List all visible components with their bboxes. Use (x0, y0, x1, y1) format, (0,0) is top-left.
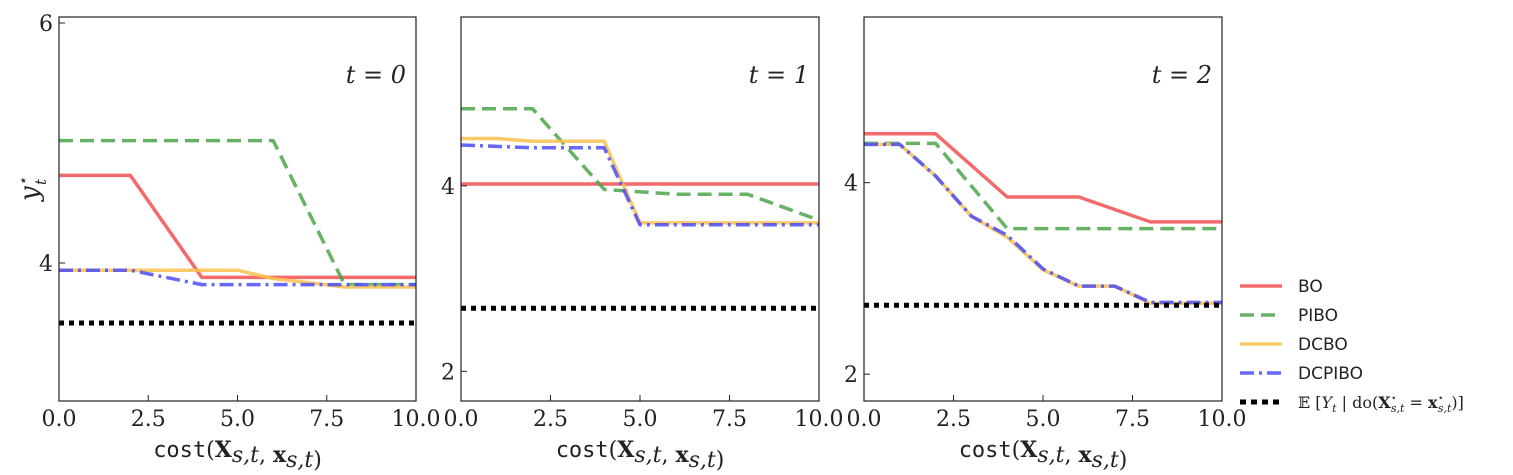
x-tick-label: 7.5 (309, 407, 344, 432)
series-dcbo-line (864, 142, 1222, 306)
series-dcpibo-line (864, 142, 1222, 305)
series-bo-line (59, 173, 416, 280)
series-dcbo-line (461, 136, 819, 225)
series-pibo-line (864, 141, 1222, 231)
series-dcpibo-line (461, 143, 819, 227)
panel-1: 0.0 2.5 5.0 7.5 10.0 2 4 t = 1 cost(Xs,t, xs,t) (441, 16, 844, 473)
x-tick-label: 10.0 (392, 407, 441, 432)
x-tick-label: 5.0 (1026, 407, 1061, 432)
legend: BO PIBO DCBO DCPIBO 𝔼 [Yt | do(X⋆ s,t = x⋆ s,t… (1240, 277, 1464, 415)
series-pibo-line (59, 138, 416, 287)
x-tick-label: 5.0 (220, 407, 255, 432)
panel-2: 0.0 2.5 5.0 7.5 10.0 2 4 t = 2 cost(Xs,t, xs,t) (844, 16, 1247, 473)
panel-time-label: t = 2 (1152, 61, 1212, 89)
y-tick-label: 2 (441, 360, 455, 385)
panel-0: 0.0 2.5 5.0 7.5 10.0 4 6 t = 0 cost(Xs,t, xs,t) y… (14, 12, 440, 473)
x-tick-label: 5.0 (623, 407, 658, 432)
x-tick-label: 7.5 (712, 407, 747, 432)
legend-label-bo: BO (1298, 277, 1323, 297)
x-tick-label: 2.5 (936, 407, 971, 432)
y-tick-label: 2 (844, 363, 858, 388)
legend-label-dcbo: DCBO (1298, 335, 1348, 355)
y-tick-label: 4 (39, 252, 53, 277)
x-tick-label: 10.0 (795, 407, 844, 432)
legend-label-pibo: PIBO (1298, 306, 1338, 326)
x-tick-label: 7.5 (1115, 407, 1150, 432)
x-tick-label: 0.0 (42, 407, 77, 432)
x-tick-label: 2.5 (533, 407, 568, 432)
series-dcpibo-line (59, 268, 416, 287)
x-axis-label: cost(Xs,t, xs,t) (153, 437, 322, 473)
panel-time-label: t = 0 (346, 61, 406, 89)
x-axis-label: cost(Xs,t, xs,t) (556, 437, 725, 473)
legend-label-dcpibo: DCPIBO (1298, 364, 1363, 384)
y-tick-label: 4 (844, 172, 858, 197)
series-bo-line (864, 132, 1222, 224)
legend-label-target: 𝔼 [Yt | do(X⋆ s,t = x⋆ s,t)] (1298, 393, 1464, 415)
x-tick-label: 10.0 (1198, 407, 1247, 432)
x-tick-label: 2.5 (131, 407, 166, 432)
y-tick-label: 4 (441, 175, 455, 200)
y-tick-label: 6 (39, 12, 53, 37)
y-axis-label: y⋆t (14, 177, 50, 202)
x-tick-label: 0.0 (847, 407, 882, 432)
series-pibo-line (461, 107, 819, 222)
panel-time-label: t = 1 (749, 61, 809, 89)
x-tick-label: 0.0 (444, 407, 479, 432)
x-axis-label: cost(Xs,t, xs,t) (959, 437, 1128, 473)
